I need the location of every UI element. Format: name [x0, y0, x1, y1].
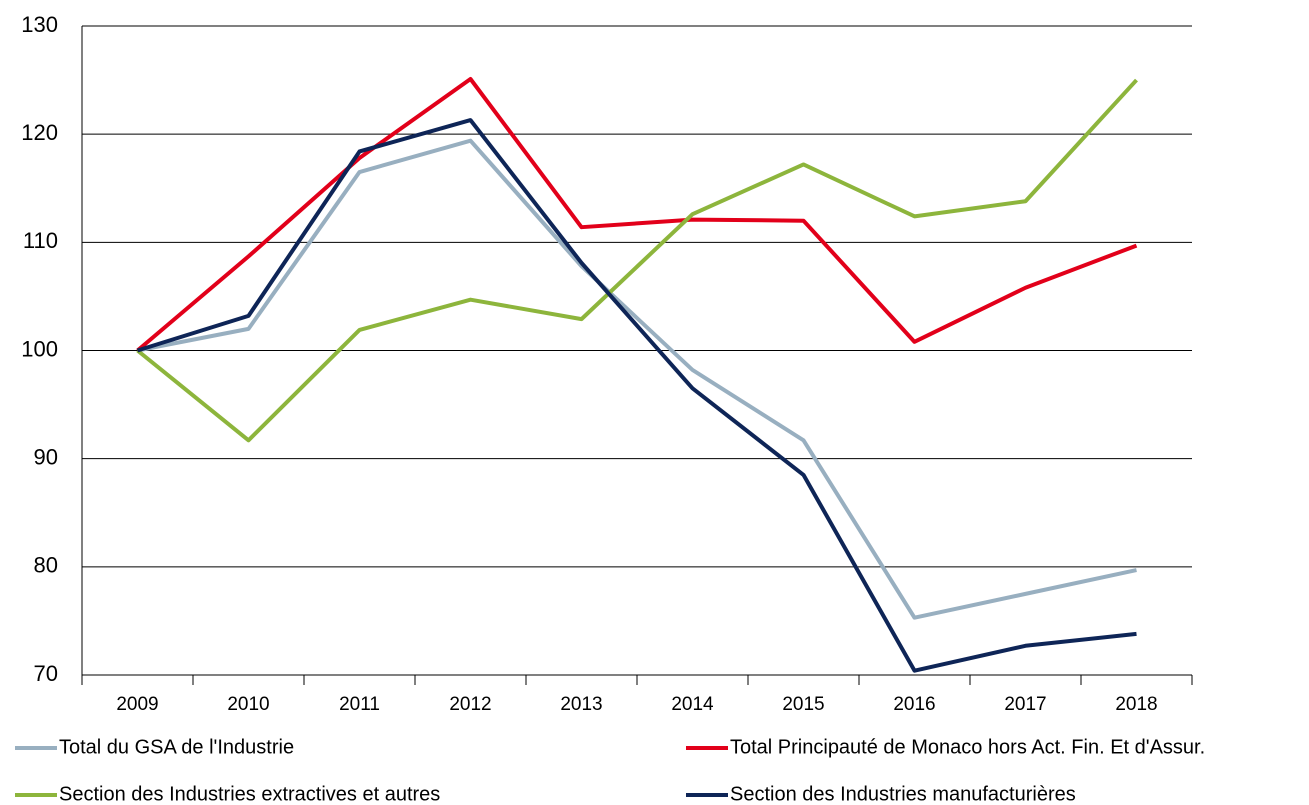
x-tick-label: 2015: [782, 694, 824, 715]
y-tick-label: 110: [23, 228, 58, 253]
legend-label: Total Principauté de Monaco hors Act. Fi…: [730, 736, 1205, 758]
series-line: [136, 118, 1137, 673]
y-tick-label: 70: [34, 661, 58, 686]
x-tick-label: 2013: [560, 694, 602, 715]
y-tick-label: 90: [34, 444, 58, 469]
x-tick-label: 2016: [893, 694, 935, 715]
legend-label: Section des Industries extractives et au…: [59, 783, 440, 805]
x-tick-label: 2014: [671, 694, 714, 715]
series-line: [136, 78, 1138, 443]
y-tick-label: 100: [21, 336, 58, 361]
y-tick-label: 120: [21, 120, 58, 145]
y-tick-label: 130: [21, 12, 58, 37]
x-tick-label: 2009: [116, 694, 158, 715]
series-line: [137, 138, 1137, 620]
x-tick-label: 2010: [227, 694, 269, 715]
legend-label: Section des Industries manufacturières: [730, 783, 1076, 805]
x-tick-label: 2018: [1115, 694, 1157, 715]
x-tick-label: 2017: [1004, 694, 1046, 715]
y-tick-label: 80: [34, 553, 58, 578]
x-tick-label: 2012: [449, 694, 491, 715]
legend-label: Total du GSA de l'Industrie: [59, 736, 294, 758]
x-tick-label: 2011: [339, 694, 380, 715]
series-line: [136, 77, 1138, 353]
